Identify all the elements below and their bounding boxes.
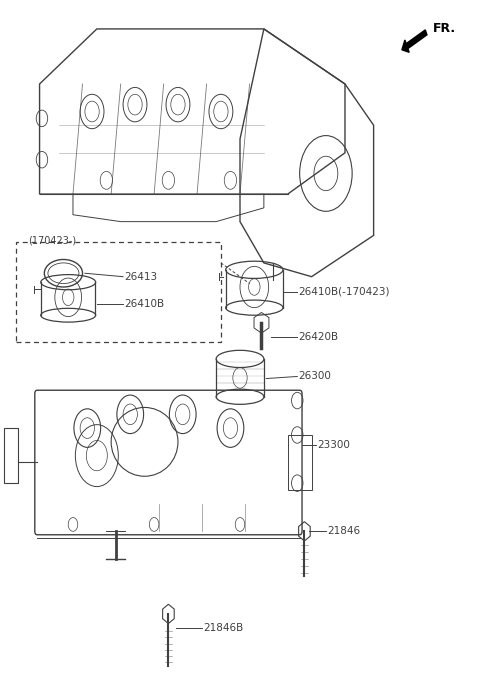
Bar	[288, 435, 312, 490]
Text: (170423-): (170423-)	[28, 236, 76, 246]
Text: 26420B: 26420B	[298, 332, 338, 342]
Text: 21846: 21846	[327, 527, 360, 536]
Text: 26300: 26300	[298, 372, 331, 381]
Text: 26410B(-170423): 26410B(-170423)	[298, 287, 390, 297]
Text: FR.: FR.	[433, 22, 456, 35]
Text: 21846B: 21846B	[203, 623, 243, 633]
Text: 26413: 26413	[124, 272, 157, 282]
Text: 23300: 23300	[317, 440, 350, 451]
Text: 26410B: 26410B	[124, 299, 164, 309]
FancyArrow shape	[402, 30, 427, 53]
